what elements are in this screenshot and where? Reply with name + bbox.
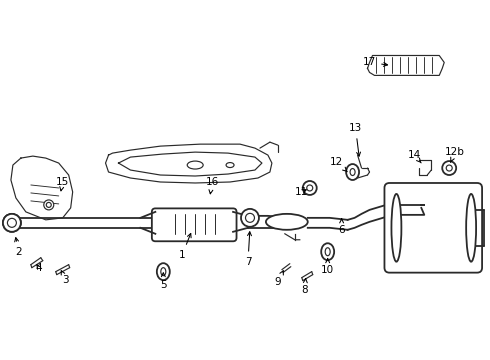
Ellipse shape — [325, 248, 330, 256]
Text: 14: 14 — [408, 150, 421, 163]
Text: 4: 4 — [35, 263, 42, 273]
Ellipse shape — [157, 263, 170, 280]
Circle shape — [241, 209, 259, 227]
Text: 1: 1 — [179, 234, 191, 260]
Text: 13: 13 — [349, 123, 362, 156]
Text: 12: 12 — [330, 157, 347, 172]
Circle shape — [46, 202, 51, 207]
Ellipse shape — [161, 268, 166, 276]
Ellipse shape — [346, 164, 359, 180]
Text: 11: 11 — [295, 187, 308, 197]
Text: 15: 15 — [56, 177, 69, 191]
Text: 8: 8 — [301, 279, 308, 294]
Text: 7: 7 — [245, 232, 251, 267]
Ellipse shape — [392, 194, 401, 262]
Circle shape — [307, 185, 313, 191]
Circle shape — [44, 200, 54, 210]
Text: 10: 10 — [321, 259, 334, 275]
Circle shape — [7, 219, 16, 227]
Text: 9: 9 — [274, 271, 283, 287]
Text: 16: 16 — [205, 177, 219, 194]
Circle shape — [303, 181, 317, 195]
Ellipse shape — [266, 214, 308, 230]
Text: 17: 17 — [363, 58, 388, 67]
Ellipse shape — [187, 161, 203, 169]
Circle shape — [7, 218, 17, 228]
Circle shape — [3, 214, 21, 232]
FancyBboxPatch shape — [385, 183, 482, 273]
Circle shape — [446, 165, 452, 171]
Circle shape — [3, 214, 21, 232]
Ellipse shape — [321, 243, 334, 260]
Text: 5: 5 — [160, 273, 167, 289]
Text: 2: 2 — [15, 238, 22, 257]
Text: 3: 3 — [61, 271, 69, 285]
Circle shape — [442, 161, 456, 175]
Circle shape — [245, 213, 254, 222]
Ellipse shape — [350, 168, 355, 176]
Ellipse shape — [466, 194, 476, 262]
FancyBboxPatch shape — [152, 208, 237, 241]
Text: 12b: 12b — [445, 147, 465, 162]
Ellipse shape — [226, 163, 234, 167]
Text: 6: 6 — [338, 219, 345, 235]
